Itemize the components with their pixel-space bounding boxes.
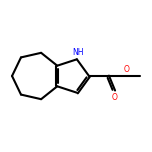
Text: O: O [124, 65, 130, 74]
Text: NH: NH [72, 48, 83, 57]
Text: O: O [111, 93, 117, 102]
